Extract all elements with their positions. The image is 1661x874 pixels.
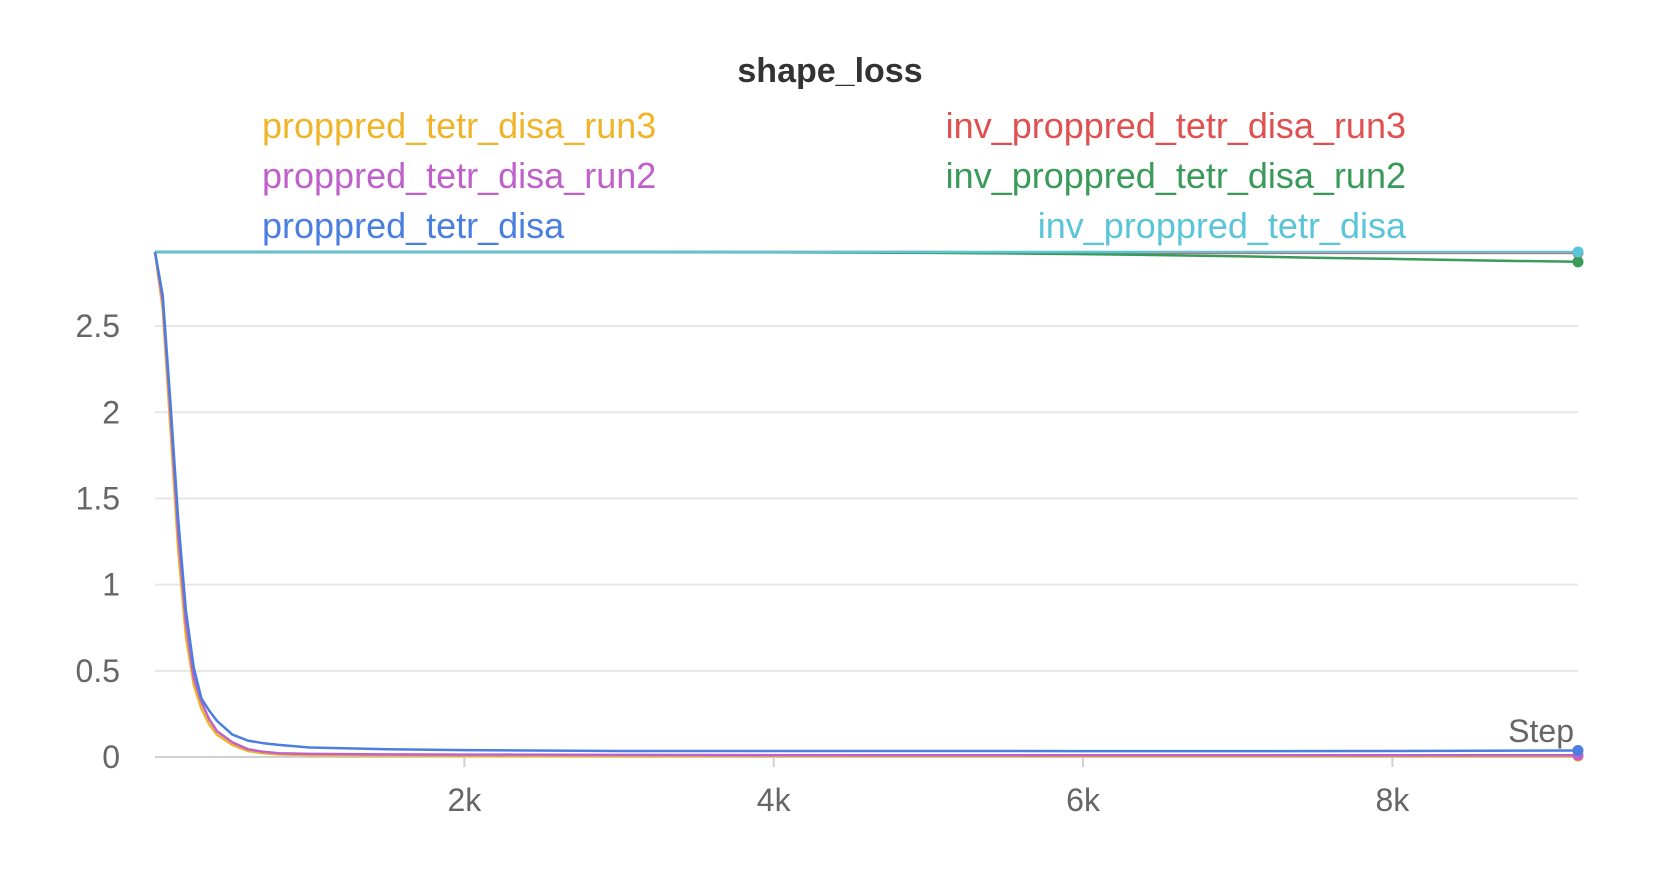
- axes: 0 0.5 1 1.5 2 2.5 2k 4k 6k 8k: [76, 308, 1578, 818]
- series-line-proppred-tetr-disa: [153, 251, 1579, 753]
- series-end-point-inv-proppred-tetr-disa: [1572, 246, 1584, 258]
- y-tick-label: 1: [102, 567, 120, 603]
- legend-entry-proppred-tetr-disa[interactable]: proppred_tetr_disa: [262, 205, 565, 246]
- legend: proppred_tetr_disa_run3 proppred_tetr_dis…: [262, 105, 1407, 246]
- legend-entry-inv-proppred-tetr-disa-run2[interactable]: inv_proppred_tetr_disa_run2: [946, 155, 1406, 196]
- x-tick-label: 4k: [757, 782, 792, 818]
- y-tick-label: 0: [102, 739, 120, 775]
- series-line-proppred-tetr-disa-run2: [153, 251, 1578, 757]
- x-tick-label: 2k: [447, 782, 482, 818]
- legend-entry-inv-proppred-tetr-disa[interactable]: inv_proppred_tetr_disa: [1038, 205, 1407, 246]
- legend-entry-inv-proppred-tetr-disa-run3[interactable]: inv_proppred_tetr_disa_run3: [946, 105, 1406, 146]
- y-tick-label: 2: [102, 394, 120, 430]
- series-end-point-inv-proppred-tetr-disa-run2: [1572, 256, 1584, 268]
- x-tick-label: 6k: [1066, 782, 1101, 818]
- chart-title: shape_loss: [737, 52, 922, 90]
- y-tick-label: 2.5: [76, 308, 120, 344]
- series-end-point-proppred-tetr-disa: [1572, 744, 1584, 756]
- legend-entry-proppred-tetr-disa-run2[interactable]: proppred_tetr_disa_run2: [262, 155, 656, 196]
- series-line-proppred-tetr-disa-run3: [153, 251, 1578, 758]
- x-tick-label: 8k: [1375, 782, 1410, 818]
- series-lines: [153, 246, 1584, 762]
- y-tick-label: 0.5: [76, 653, 120, 689]
- x-axis-label: Step: [1508, 713, 1574, 749]
- grid: [155, 325, 1578, 672]
- legend-entry-proppred-tetr-disa-run3[interactable]: proppred_tetr_disa_run3: [262, 105, 656, 146]
- y-tick-label: 1.5: [76, 480, 120, 516]
